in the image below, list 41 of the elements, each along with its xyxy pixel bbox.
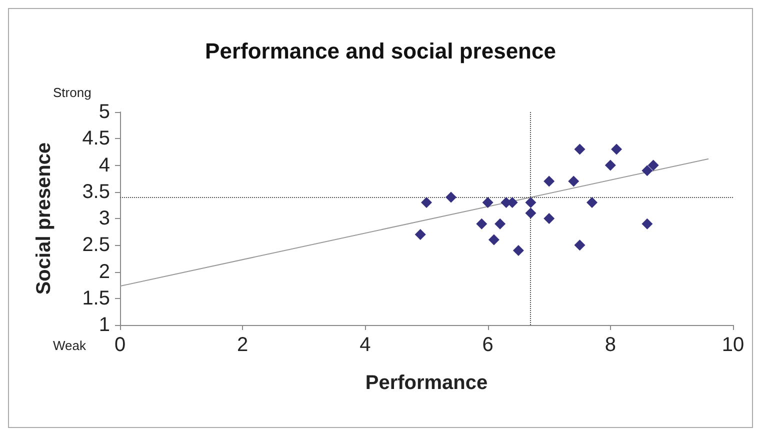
point <box>488 234 500 246</box>
point <box>494 218 506 230</box>
x-tick-label: 6 <box>482 334 494 356</box>
text: Weak <box>53 338 86 353</box>
x-tick-label: 0 <box>114 334 126 356</box>
point <box>446 192 457 203</box>
x-tick-label: 10 <box>722 334 744 356</box>
y-tick-label: 3.5 <box>82 180 110 203</box>
point <box>574 240 586 251</box>
y-tick-label: 2 <box>98 260 110 283</box>
point <box>642 218 653 230</box>
x-tick-label: 8 <box>604 334 616 356</box>
y-tick-label: 5 <box>98 101 110 123</box>
point <box>642 165 653 176</box>
point <box>421 197 432 208</box>
text: Strong <box>53 85 92 100</box>
x-axis-title: Performance <box>365 372 488 394</box>
point <box>648 160 659 171</box>
y-tick-label: 1.5 <box>82 287 110 310</box>
y-tick-label: 3 <box>98 208 110 230</box>
point <box>574 144 586 155</box>
y-axis-title: Social presence <box>33 142 55 295</box>
point <box>525 208 536 219</box>
point <box>525 197 536 208</box>
point <box>611 144 622 155</box>
y-tick-label: 4 <box>98 154 110 176</box>
point <box>586 197 598 208</box>
point <box>482 197 494 208</box>
point <box>414 228 426 240</box>
y-tick-label: 2.5 <box>82 234 110 256</box>
y-tick-label: 1 <box>98 314 110 336</box>
point <box>604 160 616 171</box>
point <box>544 176 555 187</box>
point <box>568 176 580 187</box>
x-tick-label: 2 <box>237 334 248 356</box>
y-tick-label: 4.5 <box>82 128 110 150</box>
x-tick-label: 4 <box>360 334 371 356</box>
point <box>476 218 488 230</box>
point <box>512 244 524 256</box>
chart-title: Performance and social presence <box>205 38 556 64</box>
point <box>544 213 555 224</box>
